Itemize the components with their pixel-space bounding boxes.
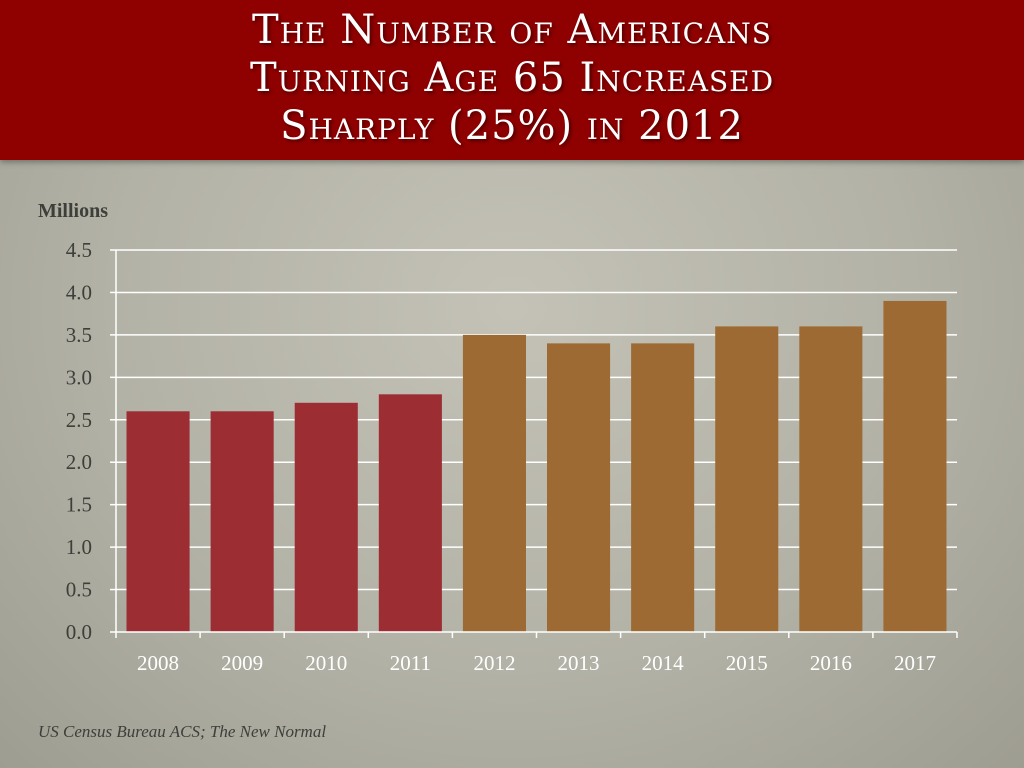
y-tick-label: 3.5 — [66, 323, 92, 347]
x-tick-label: 2015 — [726, 651, 768, 675]
y-tick-label: 2.5 — [66, 408, 92, 432]
bar-2013 — [547, 343, 611, 632]
bar-2015 — [715, 326, 779, 632]
y-tick-label: 1.5 — [66, 493, 92, 517]
x-tick-label: 2016 — [810, 651, 852, 675]
y-tick-label: 0.5 — [66, 578, 92, 602]
x-tick-label: 2013 — [558, 651, 600, 675]
title-line-3: Sharply (25%) in 2012 — [280, 103, 744, 149]
x-tick-label: 2009 — [221, 651, 263, 675]
bar-2016 — [799, 326, 863, 632]
bar-2012 — [462, 334, 526, 632]
x-tick-label: 2017 — [894, 651, 936, 675]
title-line-1: The Number of Americans — [252, 7, 772, 53]
x-tick-label: 2008 — [137, 651, 179, 675]
y-tick-label: 0.0 — [66, 620, 92, 644]
x-tick-label: 2010 — [305, 651, 347, 675]
bar-2008 — [126, 411, 190, 632]
y-axis-unit-label: Millions — [38, 200, 109, 222]
source-note: US Census Bureau ACS; The New Normal — [38, 722, 327, 741]
title-band: The Number of Americans Turning Age 65 I… — [0, 0, 1024, 160]
title-line-2: Turning Age 65 Increased — [249, 55, 775, 101]
bar-2014 — [631, 343, 695, 632]
bar-2017 — [883, 300, 947, 632]
x-tick-label: 2014 — [642, 651, 685, 675]
y-tick-label: 1.0 — [66, 535, 92, 559]
bar-2010 — [294, 402, 358, 632]
x-tick-label: 2011 — [390, 651, 431, 675]
bar-2011 — [378, 394, 442, 632]
y-tick-label: 4.0 — [66, 280, 92, 304]
bar-2009 — [210, 411, 274, 632]
y-tick-label: 3.0 — [66, 365, 92, 389]
slide-title: The Number of Americans Turning Age 65 I… — [0, 6, 1024, 150]
x-tick-label: 2012 — [473, 651, 515, 675]
y-tick-label: 4.5 — [66, 238, 92, 262]
y-tick-label: 2.0 — [66, 450, 92, 474]
